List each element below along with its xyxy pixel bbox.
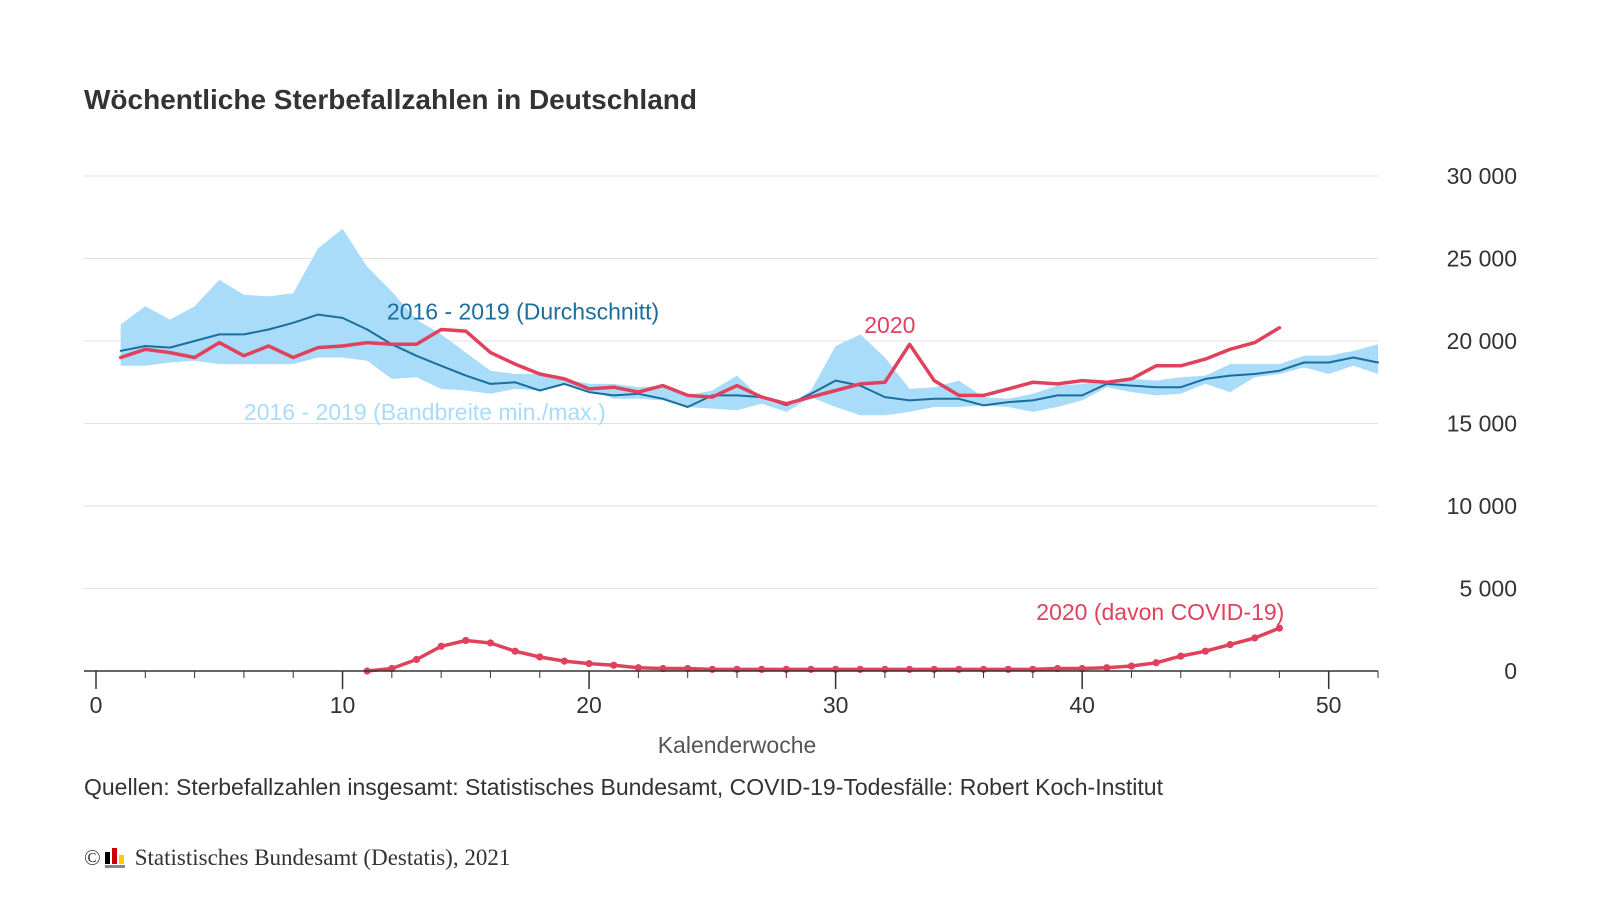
covid-point (955, 665, 963, 673)
label-covid: 2020 (davon COVID-19) (1036, 599, 1284, 625)
covid-point (610, 661, 618, 669)
series-labels: 2016 - 2019 (Durchschnitt) 2020 2016 - 201… (244, 299, 1284, 625)
x-tick-label: 10 (330, 692, 356, 718)
band-layer (120, 228, 1379, 416)
copyright-line: © Statistisches Bundesamt (Destatis), 20… (84, 845, 510, 871)
x-tick-label: 0 (90, 692, 103, 718)
covid-point (585, 659, 593, 668)
covid-point (560, 657, 569, 665)
covid-point (486, 639, 495, 647)
x-tick-label: 40 (1069, 692, 1095, 718)
covid-point (412, 655, 421, 664)
covid-point (1127, 662, 1136, 670)
covid-point (1152, 659, 1160, 667)
x-tick-label: 30 (823, 692, 849, 718)
y-tick-label: 15 000 (1447, 411, 1517, 437)
covid-point (437, 642, 445, 650)
y-tick-label: 30 000 (1447, 163, 1517, 189)
y-tick-label: 0 (1504, 658, 1517, 684)
x-tick-label: 20 (576, 692, 602, 718)
covid-point (1177, 652, 1185, 660)
x-axis-title: Kalenderwoche (658, 732, 817, 758)
y-tick-label: 25 000 (1447, 246, 1517, 272)
x-tick-label: 50 (1316, 692, 1342, 718)
chart-svg: 0 5 000 10 000 15 000 20 000 25 000 30 000 0 10 2… (84, 163, 1517, 758)
y-tick-label: 5 000 (1459, 576, 1517, 602)
line-2020 (118, 326, 1282, 406)
copyright-symbol: © (84, 845, 101, 870)
axes-layer: 0 5 000 10 000 15 000 20 000 25 000 30 000 0 10 2… (84, 163, 1517, 758)
covid-line (365, 626, 1282, 673)
series-layer (118, 313, 1379, 675)
covid-point (1226, 641, 1234, 649)
source-note: Quellen: Sterbefallzahlen insgesamt: Sta… (84, 774, 1163, 800)
covid-point (856, 665, 864, 673)
covid-point (462, 636, 470, 645)
chart-title: Wöchentliche Sterbefallzahlen in Deutsch… (84, 84, 697, 115)
y-tick-label: 20 000 (1447, 328, 1517, 354)
label-band: 2016 - 2019 (Bandbreite min./max.) (244, 399, 606, 425)
label-average: 2016 - 2019 (Durchschnitt) (387, 299, 659, 325)
covid-point (1004, 665, 1012, 673)
covid-point (634, 664, 642, 672)
band-area (120, 228, 1379, 416)
covid-point (807, 665, 815, 673)
covid-point (905, 665, 914, 673)
label-2020: 2020 (864, 312, 915, 338)
covid-point (708, 665, 716, 673)
covid-point (511, 647, 519, 655)
covid-point (536, 653, 544, 661)
covid-point (1275, 624, 1283, 632)
covid-point (758, 665, 766, 673)
covid-point (1103, 664, 1111, 672)
copyright-text: Statistisches Bundesamt (Destatis), 2021 (134, 845, 511, 870)
average-line (119, 313, 1379, 408)
y-tick-label: 10 000 (1447, 493, 1517, 519)
destatis-logo-icon (104, 848, 127, 868)
covid-point (1201, 647, 1210, 655)
covid-point (1251, 634, 1259, 642)
